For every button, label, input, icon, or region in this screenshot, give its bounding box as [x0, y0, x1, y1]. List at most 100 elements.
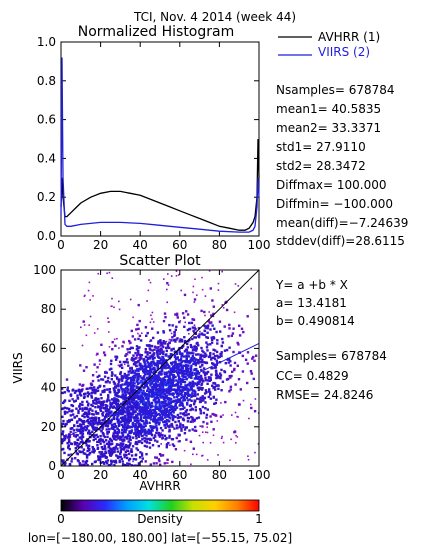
density-point	[130, 414, 133, 417]
density-point	[157, 340, 160, 344]
density-point	[138, 405, 141, 409]
density-point	[89, 407, 92, 410]
density-point	[92, 435, 96, 438]
density-point	[66, 441, 69, 445]
density-point	[178, 371, 181, 375]
density-point	[154, 414, 158, 418]
density-point	[119, 446, 122, 449]
density-point	[173, 427, 176, 430]
density-point	[101, 427, 104, 430]
histogram-panel: Normalized Histogram 0 20 40 60 80 1000.00.20…	[37, 24, 271, 252]
density-point	[193, 361, 196, 365]
density-point	[211, 356, 214, 359]
density-point	[146, 357, 150, 361]
density-point	[165, 404, 168, 407]
density-point	[150, 433, 154, 437]
density-point	[159, 379, 163, 382]
density-point	[142, 369, 146, 372]
density-point	[107, 443, 110, 446]
density-point	[104, 455, 108, 459]
density-point	[167, 388, 170, 391]
density-point	[201, 364, 204, 367]
density-point	[178, 362, 181, 365]
density-point	[192, 421, 194, 424]
histogram-ytick-label: 0.4	[37, 151, 56, 165]
density-point	[68, 435, 72, 438]
histogram-xtick-label: 40	[133, 238, 148, 252]
density-point	[161, 404, 165, 407]
density-point	[168, 323, 171, 327]
density-point	[148, 416, 151, 420]
density-point	[97, 397, 100, 401]
density-point	[165, 413, 168, 417]
density-point	[192, 291, 194, 294]
density-point	[116, 337, 118, 340]
density-point	[127, 446, 130, 449]
density-point	[130, 367, 133, 370]
density-point	[116, 400, 120, 403]
density-point	[254, 451, 256, 454]
density-point	[152, 388, 155, 391]
density-point	[192, 318, 196, 321]
density-point	[200, 368, 203, 372]
density-point	[71, 427, 74, 430]
density-point	[133, 374, 136, 378]
density-point	[147, 402, 151, 405]
density-point	[150, 392, 154, 396]
density-point	[107, 394, 110, 397]
density-point	[189, 345, 193, 348]
density-point	[113, 338, 116, 341]
density-point	[146, 406, 150, 409]
density-point	[112, 417, 115, 421]
density-point	[100, 378, 103, 381]
density-point	[137, 407, 141, 410]
density-point	[211, 412, 214, 416]
density-point	[158, 453, 162, 456]
density-point	[179, 408, 182, 411]
density-point	[117, 423, 121, 426]
density-point	[169, 386, 173, 390]
density-point	[161, 417, 164, 421]
density-point	[191, 371, 194, 374]
density-point	[145, 416, 149, 419]
density-point	[166, 415, 169, 418]
density-point	[152, 399, 155, 402]
stat-stddev-diff: stddev(diff)=28.6115	[276, 234, 405, 248]
density-point	[126, 462, 129, 465]
density-point	[135, 419, 138, 422]
density-point	[186, 374, 190, 377]
density-point	[145, 453, 148, 456]
density-point	[202, 399, 205, 402]
density-point	[131, 389, 135, 392]
density-point	[69, 414, 72, 417]
density-point	[100, 397, 103, 400]
density-point	[192, 352, 195, 355]
density-point	[195, 417, 199, 420]
density-point	[220, 437, 223, 440]
density-point	[116, 455, 120, 459]
density-point	[137, 327, 140, 331]
density-point	[172, 339, 176, 342]
density-point	[166, 343, 170, 346]
density-point	[72, 429, 76, 432]
density-point	[108, 399, 111, 402]
density-point	[91, 416, 94, 419]
density-point	[108, 408, 111, 411]
density-point	[111, 341, 114, 344]
density-point	[206, 431, 209, 434]
density-point	[177, 416, 181, 419]
density-point	[121, 412, 124, 416]
density-point	[106, 388, 109, 391]
density-point	[149, 410, 152, 413]
density-point	[99, 393, 103, 396]
density-point	[143, 437, 146, 440]
density-point	[176, 413, 180, 417]
density-point	[161, 356, 165, 359]
density-point	[187, 369, 190, 372]
density-point	[140, 410, 143, 414]
density-point	[148, 351, 152, 355]
density-point	[177, 427, 179, 429]
density-point	[167, 414, 171, 417]
density-point	[186, 351, 189, 354]
density-point	[213, 385, 217, 389]
